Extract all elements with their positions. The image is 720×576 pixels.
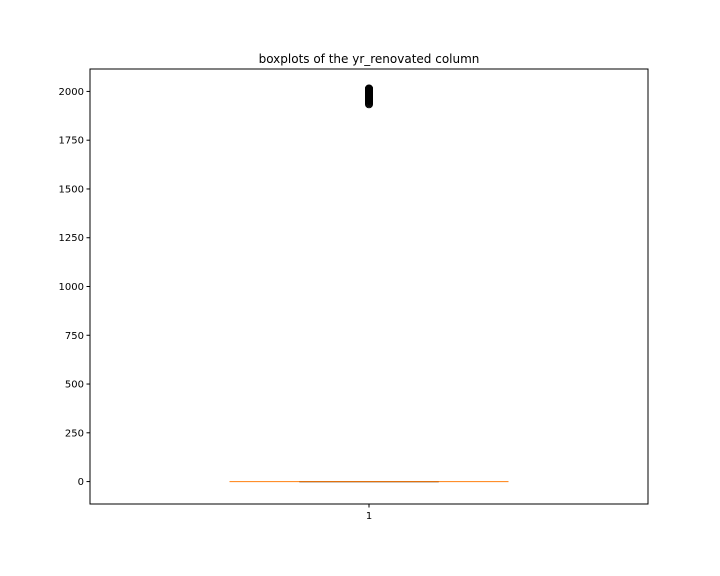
y-tick-label: 2000 (59, 87, 84, 98)
x-tick-label: 1 (366, 511, 372, 522)
y-tick-label: 1250 (59, 233, 84, 244)
y-axis: 0 250 500 750 1000 1250 1500 1750 2000 (59, 87, 90, 488)
y-tick-label: 1000 (59, 282, 84, 293)
y-tick-label: 1500 (59, 184, 84, 195)
plot-frame (89, 68, 649, 505)
plot-layer (229, 84, 509, 483)
chart-title: boxplots of the yr_renovated column (259, 52, 480, 66)
y-tick-label: 250 (65, 428, 84, 439)
x-axis: 1 (366, 504, 372, 522)
y-tick-label: 500 (65, 380, 84, 391)
y-tick-label: 0 (78, 477, 84, 488)
y-tick-label: 750 (65, 331, 84, 342)
outlier-point (365, 84, 373, 93)
y-tick-label: 1750 (59, 136, 84, 147)
